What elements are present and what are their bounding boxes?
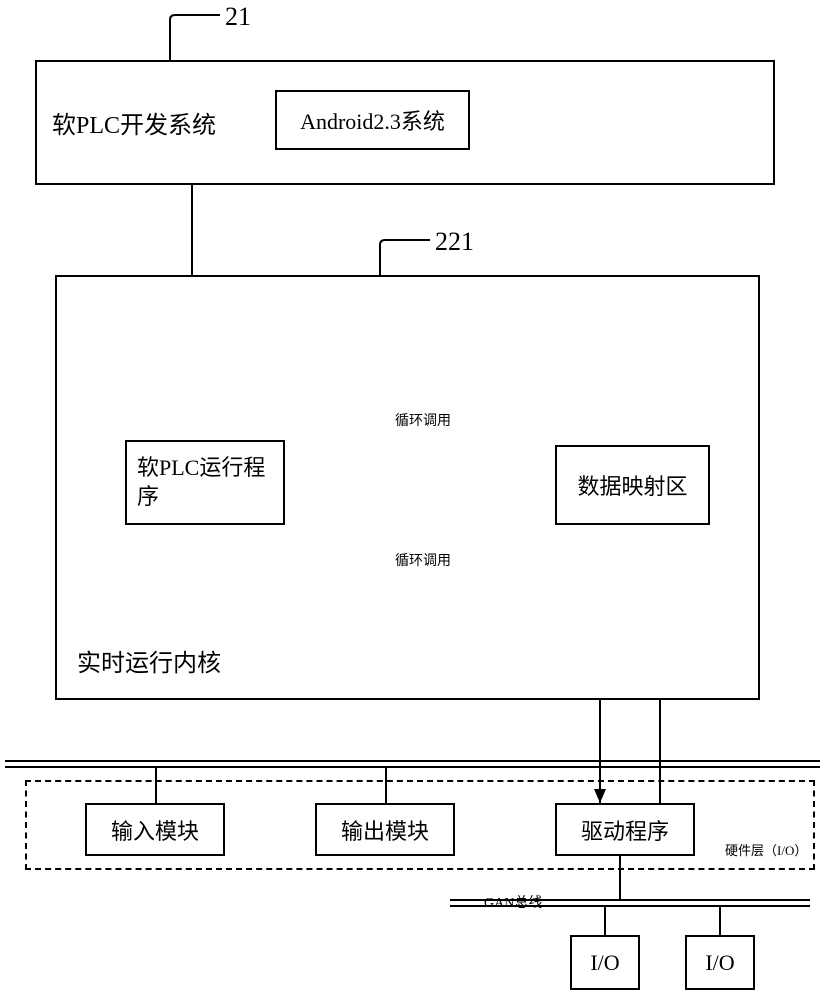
runtime-program-label: 软PLC运行程序 [137,454,265,511]
io-box-2: I/O [685,935,755,990]
bus-line-top2 [5,766,820,768]
android-box: Android2.3系统 [275,90,470,150]
runtime-program-box: 软PLC运行程序 [125,440,285,525]
input-module-box: 输入模块 [85,803,225,856]
android-label: Android2.3系统 [300,104,445,136]
dev-system-label: 软PLC开发系统 [52,105,216,140]
kernel-label: 实时运行内核 [77,643,221,678]
gan-bus-label: GAN总线 [484,892,542,912]
input-module-label: 输入模块 [111,814,199,846]
output-module-box: 输出模块 [315,803,455,856]
bus-line-top1 [5,760,820,762]
data-mapping-label: 数据映射区 [577,469,687,501]
data-mapping-box: 数据映射区 [555,445,710,525]
io-box-1: I/O [570,935,640,990]
loop-call-bottom-label: 循环调用 [395,550,451,570]
io-label-2: I/O [705,950,734,976]
driver-box: 驱动程序 [555,803,695,856]
output-module-label: 输出模块 [341,814,429,846]
driver-label: 驱动程序 [581,814,669,846]
ref-221: 221 [435,227,474,257]
ref-21: 21 [225,2,251,32]
hw-layer-label: 硬件层（I/O） [725,840,807,859]
loop-call-top-label: 循环调用 [395,410,451,430]
io-label-1: I/O [590,950,619,976]
